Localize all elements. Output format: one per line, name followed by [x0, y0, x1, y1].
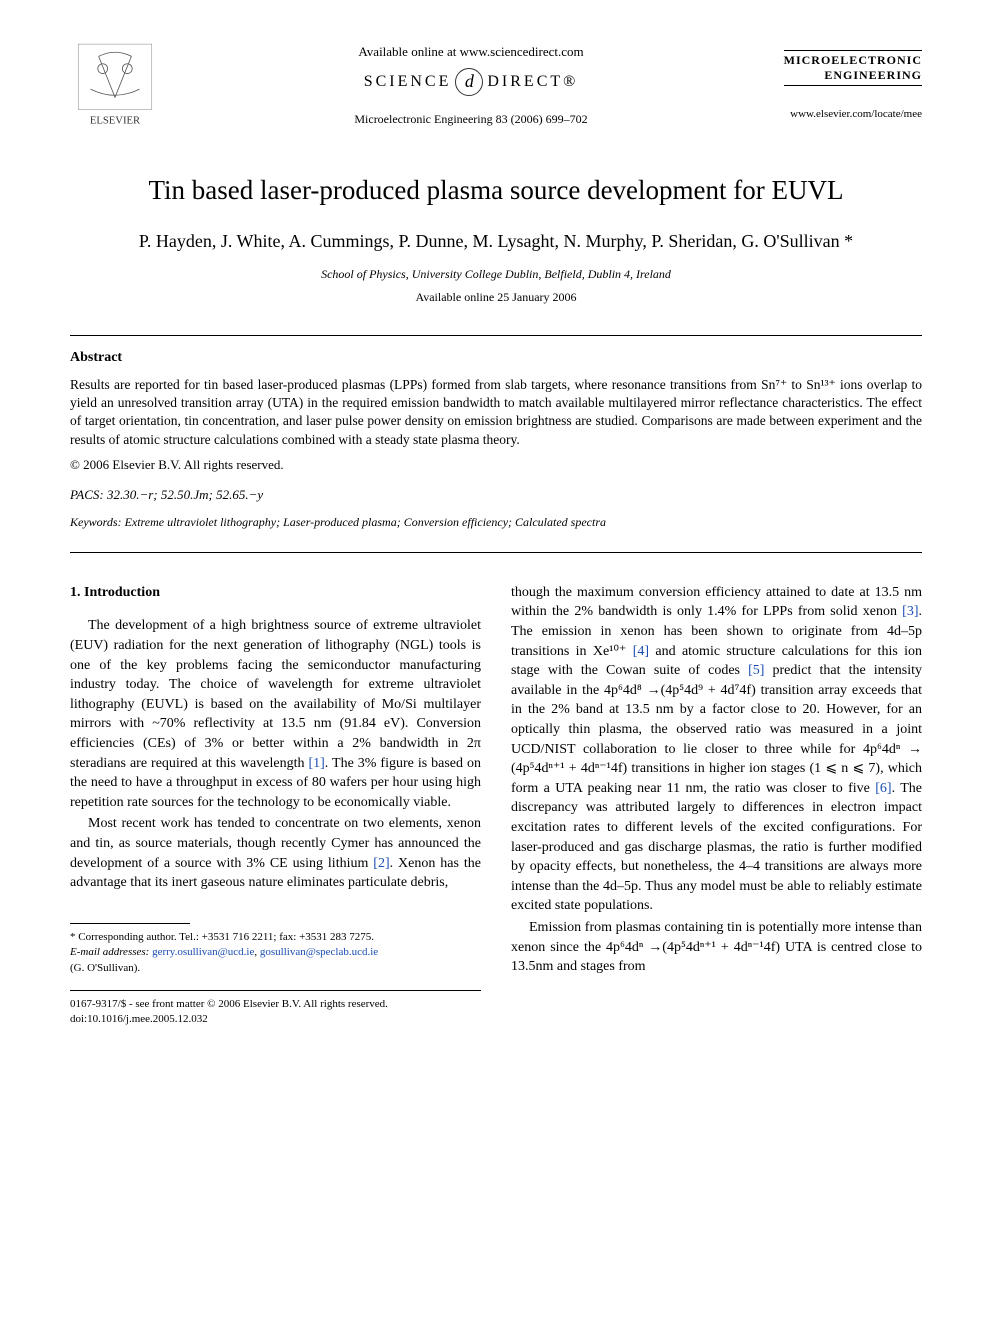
- footer-copyright: 0167-9317/$ - see front matter © 2006 El…: [70, 997, 481, 1012]
- section-heading: 1. Introduction: [70, 583, 481, 603]
- body-paragraph: though the maximum conversion efficiency…: [511, 583, 922, 916]
- abstract-heading: Abstract: [70, 350, 922, 366]
- elsevier-logo: ELSEVIER: [70, 40, 160, 130]
- journal-name-1: MICROELECTRONIC: [784, 53, 922, 67]
- authors-list: P. Hayden, J. White, A. Cummings, P. Dun…: [70, 228, 922, 255]
- footer: 0167-9317/$ - see front matter © 2006 El…: [70, 990, 481, 1028]
- citation-link[interactable]: [6]: [875, 781, 891, 796]
- body-paragraph: Emission from plasmas containing tin is …: [511, 918, 922, 977]
- header-center: Available online at www.sciencedirect.co…: [160, 44, 782, 127]
- available-online-text: Available online at www.sciencedirect.co…: [160, 44, 782, 60]
- affiliation: School of Physics, University College Du…: [70, 267, 922, 282]
- corresponding-author: * Corresponding author. Tel.: +3531 716 …: [70, 930, 481, 945]
- pacs-line: PACS: 32.30.−r; 52.50.Jm; 52.65.−y: [70, 487, 922, 503]
- pacs-label: PACS:: [70, 487, 104, 502]
- sd-right: DIRECT®: [487, 73, 578, 91]
- divider: [70, 552, 922, 553]
- pacs-codes: 32.30.−r; 52.50.Jm; 52.65.−y: [107, 487, 263, 502]
- article-title: Tin based laser-produced plasma source d…: [70, 175, 922, 206]
- journal-url: www.elsevier.com/locate/mee: [782, 108, 922, 120]
- right-column: though the maximum conversion efficiency…: [511, 583, 922, 1028]
- elsevier-text: ELSEVIER: [90, 115, 141, 126]
- email-label: E-mail addresses:: [70, 946, 149, 958]
- body-paragraph: The development of a high brightness sou…: [70, 616, 481, 812]
- journal-logo: MICROELECTRONIC ENGINEERING www.elsevier…: [782, 50, 922, 120]
- page-header: ELSEVIER Available online at www.science…: [70, 40, 922, 130]
- email-link[interactable]: gerry.osullivan@ucd.ie: [152, 946, 254, 958]
- publication-date: Available online 25 January 2006: [70, 290, 922, 305]
- sd-d-icon: d: [455, 68, 483, 96]
- keywords-line: Keywords: Extreme ultraviolet lithograph…: [70, 515, 922, 530]
- copyright-text: © 2006 Elsevier B.V. All rights reserved…: [70, 457, 922, 473]
- keywords-text: Extreme ultraviolet lithography; Laser-p…: [125, 515, 606, 529]
- citation-link[interactable]: [4]: [633, 644, 649, 659]
- email-link[interactable]: gosullivan@speclab.ucd.ie: [260, 946, 378, 958]
- body-columns: 1. Introduction The development of a hig…: [70, 583, 922, 1028]
- keywords-label: Keywords:: [70, 515, 122, 529]
- citation-link[interactable]: [1]: [308, 756, 324, 771]
- sd-left: SCIENCE: [364, 73, 452, 91]
- divider: [70, 335, 922, 336]
- left-column: 1. Introduction The development of a hig…: [70, 583, 481, 1028]
- citation-link[interactable]: [2]: [373, 856, 389, 871]
- email-name: (G. O'Sullivan).: [70, 961, 481, 976]
- footer-doi: doi:10.1016/j.mee.2005.12.032: [70, 1012, 481, 1027]
- journal-reference: Microelectronic Engineering 83 (2006) 69…: [160, 112, 782, 127]
- body-paragraph: Most recent work has tended to concentra…: [70, 814, 481, 892]
- citation-link[interactable]: [3]: [902, 604, 918, 619]
- footnote-divider: [70, 923, 190, 924]
- journal-name-2: ENGINEERING: [824, 68, 922, 82]
- abstract-text: Results are reported for tin based laser…: [70, 376, 922, 449]
- sciencedirect-logo: SCIENCE d DIRECT®: [364, 68, 579, 96]
- email-line: E-mail addresses: gerry.osullivan@ucd.ie…: [70, 945, 481, 960]
- citation-link[interactable]: [5]: [748, 663, 764, 678]
- footnote: * Corresponding author. Tel.: +3531 716 …: [70, 930, 481, 976]
